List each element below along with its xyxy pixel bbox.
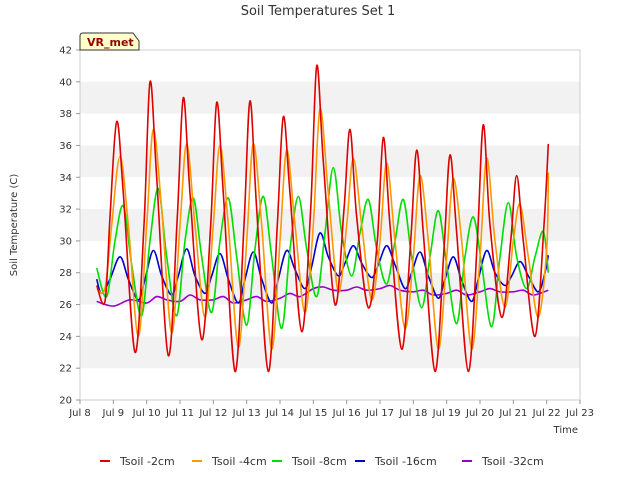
grid-band bbox=[80, 81, 580, 114]
y-tick-label: 38 bbox=[59, 109, 72, 120]
x-tick-label: Jul 18 bbox=[398, 408, 427, 419]
legend-label-tsoil-4cm: Tsoil -4cm bbox=[211, 455, 267, 468]
annotation-badge: VR_met bbox=[79, 32, 140, 51]
y-tick-label: 40 bbox=[59, 77, 72, 88]
y-tick-label: 28 bbox=[59, 268, 72, 279]
annotation-badge-shape bbox=[79, 32, 140, 51]
y-tick-label: 36 bbox=[59, 141, 72, 152]
y-tick-label: 24 bbox=[59, 332, 72, 343]
chart-title: Soil Temperatures Set 1 bbox=[241, 4, 396, 19]
x-tick-label: Jul 11 bbox=[165, 408, 194, 419]
legend: Tsoil -2cm Tsoil -4cm Tsoil -8cm Tsoil -16c… bbox=[100, 455, 544, 468]
x-tick-label: Jul 22 bbox=[532, 408, 561, 419]
y-tick-label: 42 bbox=[59, 46, 72, 57]
y-axis-label: Soil Temperature (C) bbox=[9, 174, 20, 277]
legend-label-tsoil-32cm: Tsoil -32cm bbox=[481, 455, 544, 468]
x-tick-label: Jul 20 bbox=[465, 408, 494, 419]
y-tick-label: 30 bbox=[59, 236, 72, 247]
grid-bands bbox=[80, 81, 580, 369]
x-tick-label: Jul 10 bbox=[132, 408, 161, 419]
series-line-tsoil-32cm bbox=[96, 284, 549, 307]
x-tick-label: Jul 17 bbox=[365, 408, 394, 419]
x-tick-label: Jul 13 bbox=[232, 408, 261, 419]
y-tick-label: 34 bbox=[59, 173, 72, 184]
series-line-tsoil-8cm bbox=[95, 166, 550, 330]
annotation-badge-text: VR_met bbox=[87, 36, 134, 49]
x-tick-label: Jul 14 bbox=[265, 408, 294, 419]
x-tick-label: Jul 8 bbox=[68, 408, 91, 419]
legend-label-tsoil-16cm: Tsoil -16cm bbox=[374, 455, 437, 468]
series-lines bbox=[95, 64, 550, 373]
y-axis: 20 22 24 26 28 30 32 34 36 38 40 42 bbox=[59, 46, 80, 407]
x-axis-label: Time bbox=[553, 425, 578, 436]
y-tick-label: 20 bbox=[59, 396, 72, 407]
y-tick-label: 32 bbox=[59, 205, 72, 216]
grid-band bbox=[80, 336, 580, 369]
plot-frame bbox=[79, 49, 581, 401]
series-line-tsoil-2cm bbox=[95, 64, 550, 373]
grid-band bbox=[80, 145, 580, 178]
y-tick-label: 22 bbox=[59, 364, 72, 375]
x-tick-label: Jul 9 bbox=[102, 408, 125, 419]
x-tick-label: Jul 19 bbox=[432, 408, 461, 419]
x-tick-label: Jul 15 bbox=[298, 408, 327, 419]
x-tick-label: Jul 21 bbox=[498, 408, 527, 419]
y-tick-label: 26 bbox=[59, 300, 72, 311]
x-tick-label: Jul 16 bbox=[332, 408, 361, 419]
x-tick-label: Jul 23 bbox=[565, 408, 594, 419]
x-tick-label: Jul 12 bbox=[198, 408, 227, 419]
legend-label-tsoil-2cm: Tsoil -2cm bbox=[119, 455, 175, 468]
legend-label-tsoil-8cm: Tsoil -8cm bbox=[291, 455, 347, 468]
x-axis: Jul 8 Jul 9 Jul 10 Jul 11 Jul 12 Jul 13 Jul 14… bbox=[68, 400, 594, 419]
